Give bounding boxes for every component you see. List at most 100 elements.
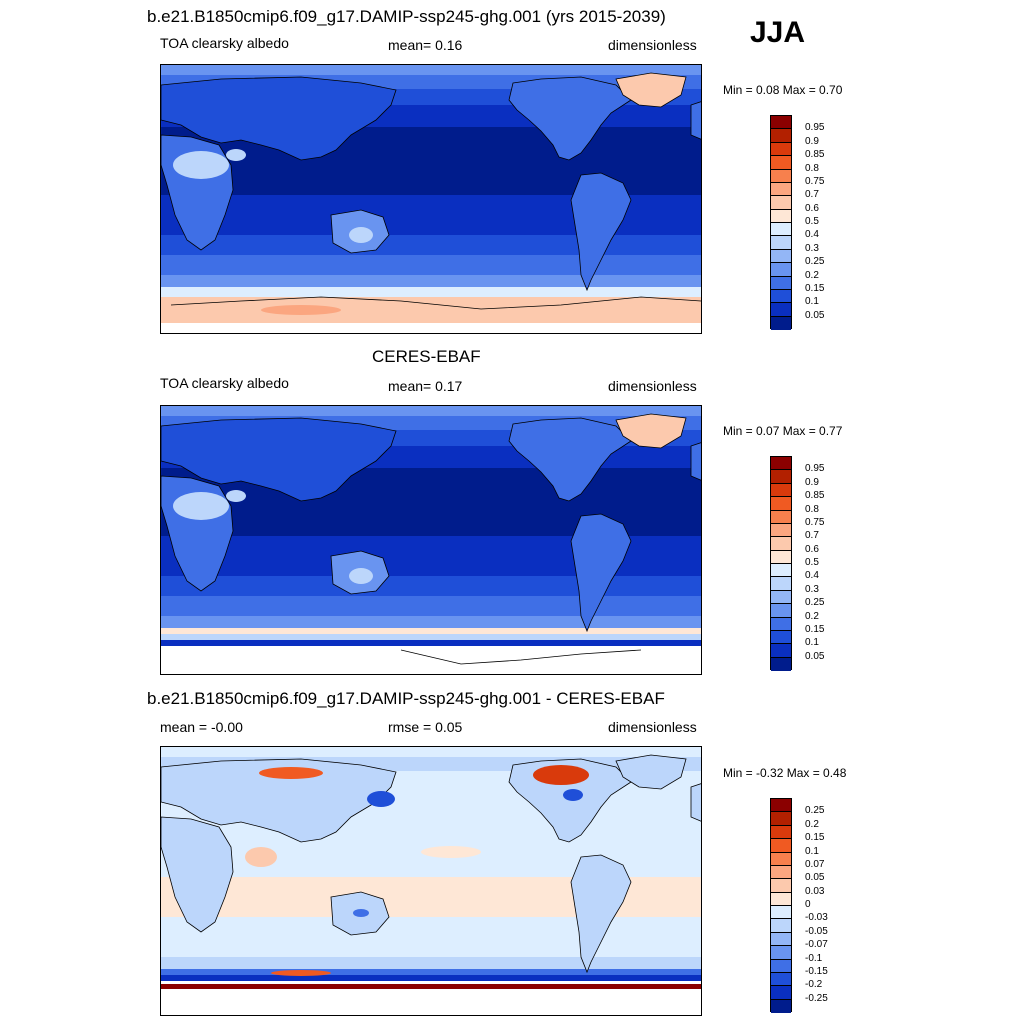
panel-2-colorbar-tick-label: 0.3 [805, 583, 819, 595]
panel-2-colorbar-tick-label: 0.1 [805, 637, 819, 649]
panel-1-colorbar-swatch [771, 169, 791, 183]
panel-2-colorbar-tick-label: 0.9 [805, 476, 819, 488]
panel-3-colorbar-swatch [771, 825, 791, 840]
panel-1-colorbar-tick-label: 0.7 [805, 189, 819, 201]
panel-3-colorbar-tick-label: 0.05 [805, 872, 825, 884]
panel-2-colorbar-swatch [771, 577, 791, 591]
panel-1-mean-label: mean= 0.16 [388, 37, 463, 53]
panel-3-colorbar-tick-label: -0.15 [805, 965, 828, 977]
panel-1-colorbar-tick-label: 0.5 [805, 216, 819, 227]
panel-1-colorbar-tick-label: 0.9 [805, 135, 819, 147]
panel-1-units-label: dimensionless [608, 37, 697, 53]
panel-1-colorbar-swatch [771, 209, 791, 223]
panel-2-colorbar-swatch [771, 497, 791, 511]
panel-3-colorbar-swatch [771, 799, 791, 813]
panel-1-colorbar-swatch [771, 182, 791, 197]
panel-1-colorbar-swatch [771, 249, 791, 264]
panel-2-minmax: Min = 0.07 Max = 0.77 [723, 424, 843, 438]
panel-2-colorbar-swatch [771, 457, 791, 471]
panel-2-colorbar-tick-label: 0.5 [805, 557, 819, 568]
panel-2-colorbar-swatch [771, 630, 791, 645]
panel-2-colorbar-tick-label: 0.7 [805, 530, 819, 542]
panel-1-title: b.e21.B1850cmip6.f09_g17.DAMIP-ssp245-gh… [147, 7, 666, 26]
panel-3-units-label: dimensionless [608, 719, 697, 735]
panel-2-colorbar-tick-label: 0.6 [805, 543, 819, 555]
panel-3-colorbar-tick-label: 0 [805, 899, 811, 910]
panel-3-colorbar-swatch [771, 892, 791, 906]
panel-3-colorbar-tick-label: -0.05 [805, 925, 828, 937]
panel-2-colorbar-swatch [771, 550, 791, 564]
panel-1-colorbar-swatch [771, 289, 791, 304]
panel-2-colorbar-swatch [771, 604, 791, 618]
panel-3-minmax: Min = -0.32 Max = 0.48 [723, 766, 847, 780]
panel-2-colorbar-tick-label: 0.2 [805, 610, 819, 622]
panel-1-colorbar-swatch [771, 236, 791, 250]
panel-1-colorbar-swatch [771, 142, 791, 157]
panel-3-rmse-label: rmse = 0.05 [388, 719, 463, 735]
panel-1-colorbar [770, 115, 792, 330]
panel-1-colorbar-swatch [771, 129, 791, 143]
panel-1-colorbar-swatch [771, 196, 791, 210]
panel-2-colorbar-tick-label: 0.75 [805, 516, 825, 528]
panel-1-colorbar-swatch [771, 303, 791, 317]
panel-3-map-field [161, 747, 701, 1015]
panel-3-colorbar-swatch [771, 852, 791, 866]
panel-2-map [160, 405, 702, 675]
panel-3-colorbar-tick-label: -0.2 [805, 979, 823, 991]
panel-1-minmax: Min = 0.08 Max = 0.70 [723, 83, 843, 97]
panel-1-colorbar-swatch [771, 156, 791, 170]
panel-2-colorbar-swatch [771, 564, 791, 578]
panel-1-colorbar-swatch [771, 316, 791, 330]
panel-2-colorbar-swatch [771, 470, 791, 484]
panel-2-colorbar-tick-label: 0.25 [805, 597, 825, 609]
panel-3-map [160, 746, 702, 1016]
panel-2-colorbar-tick-label: 0.85 [805, 490, 825, 502]
panel-3-colorbar-swatch [771, 986, 791, 1000]
panel-3-colorbar-swatch [771, 972, 791, 987]
panel-3-colorbar-tick-label: -0.1 [805, 952, 823, 964]
panel-1-map [160, 64, 702, 334]
panel-2-colorbar-swatch [771, 510, 791, 524]
panel-3-mean-label: mean = -0.00 [160, 719, 243, 735]
panel-2-colorbar-swatch [771, 617, 791, 631]
panel-3-colorbar-swatch [771, 906, 791, 920]
panel-2-colorbar-tick-label: 0.05 [805, 650, 825, 662]
panel-2-colorbar-tick-label: 0.15 [805, 623, 825, 635]
panel-1-colorbar-tick-label: 0.6 [805, 202, 819, 214]
panel-3-colorbar-swatch [771, 946, 791, 960]
panel-3-colorbar-swatch [771, 919, 791, 933]
panel-2-colorbar-swatch [771, 483, 791, 498]
panel-2-colorbar-swatch [771, 657, 791, 671]
panel-3-colorbar-swatch [771, 839, 791, 853]
panel-1-colorbar-swatch [771, 263, 791, 277]
panel-3-colorbar-swatch [771, 999, 791, 1013]
panel-1-colorbar-tick-label: 0.3 [805, 242, 819, 254]
panel-1-colorbar-tick-label: 0.2 [805, 269, 819, 281]
panel-1-colorbar-tick-label: 0.15 [805, 282, 825, 294]
panel-2-map-field [161, 406, 701, 674]
panel-1-variable-label: TOA clearsky albedo [160, 35, 289, 51]
panel-1-colorbar-swatch [771, 223, 791, 237]
panel-1-colorbar-tick-label: 0.75 [805, 175, 825, 187]
panel-1-colorbar-tick-label: 0.4 [805, 229, 819, 241]
panel-3-colorbar-swatch [771, 812, 791, 826]
panel-2-colorbar-tick-label: 0.8 [805, 503, 819, 515]
panel-3-colorbar-tick-label: -0.25 [805, 992, 828, 1004]
panel-2-colorbar-tick-label: 0.4 [805, 570, 819, 582]
panel-3-colorbar-tick-label: 0.2 [805, 818, 819, 830]
panel-2-colorbar-swatch [771, 644, 791, 658]
panel-3-colorbar-tick-label: 0.03 [805, 885, 825, 897]
panel-2-colorbar-tick-label: 0.95 [805, 463, 825, 475]
panel-3-title: b.e21.B1850cmip6.f09_g17.DAMIP-ssp245-gh… [147, 689, 665, 708]
panel-3-colorbar-tick-label: -0.07 [805, 939, 828, 951]
panel-3-colorbar-tick-label: 0.1 [805, 845, 819, 857]
panel-1-colorbar-tick-label: 0.85 [805, 149, 825, 161]
panel-2-colorbar-swatch [771, 590, 791, 605]
panel-2-colorbar-swatch [771, 523, 791, 538]
panel-2-colorbar [770, 456, 792, 671]
panel-3-colorbar [770, 798, 792, 1013]
panel-3-colorbar-swatch [771, 865, 791, 880]
panel-1-colorbar-tick-label: 0.95 [805, 122, 825, 134]
panel-3-colorbar-swatch [771, 932, 791, 947]
panel-1-colorbar-swatch [771, 116, 791, 130]
